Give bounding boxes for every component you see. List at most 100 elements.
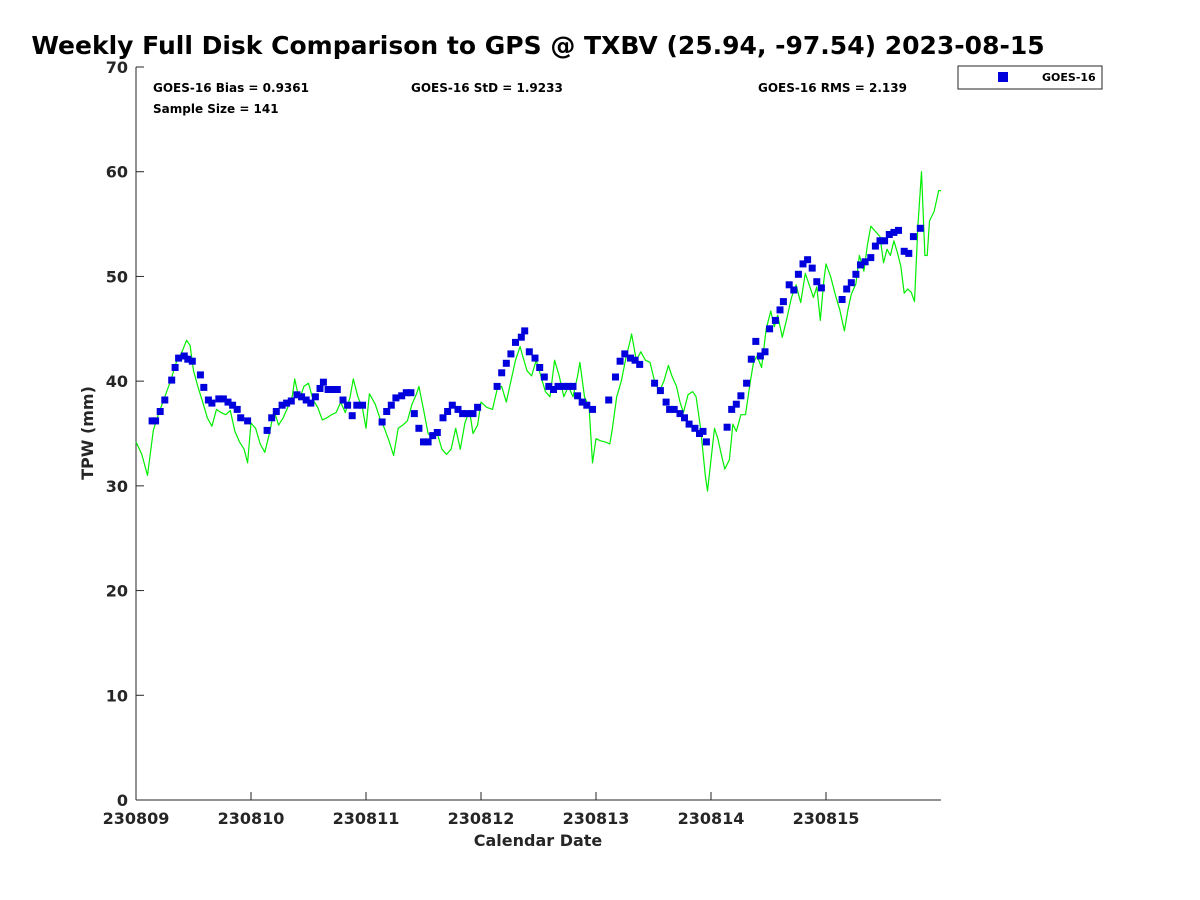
goes-16-point [616, 357, 624, 365]
goes-16-point [175, 354, 183, 362]
goes-16-point [857, 261, 864, 269]
goes-16-point [916, 224, 924, 232]
goes-16-point [666, 405, 674, 413]
goes-16-point [743, 379, 751, 387]
goes-16-point [298, 393, 306, 401]
goes-16-point [233, 405, 241, 413]
plot-area: 0 10 20 30 40 50 60 70 230809 230810 230811 230812… [103, 58, 941, 828]
goes-16-point [564, 382, 572, 390]
y-tick-label: 70 [106, 58, 128, 77]
goes-16-point [424, 438, 432, 446]
goes-16-point [550, 386, 557, 393]
goes-16-point [605, 396, 613, 404]
goes-16-point [268, 414, 276, 422]
goes-16-point [188, 357, 196, 365]
goes-16-point [867, 254, 875, 262]
goes-16-point [392, 394, 400, 402]
goes-16-point [728, 405, 736, 413]
goes-16-point [283, 399, 291, 407]
goes-16-point [656, 387, 664, 395]
goes-16-point [554, 382, 562, 390]
x-tick-label: 230813 [563, 809, 630, 828]
goes-16-point [219, 395, 227, 403]
x-tick-label: 230809 [103, 809, 170, 828]
goes-16-point [387, 401, 395, 409]
goes-16-point [208, 399, 216, 407]
goes-16-point [316, 385, 324, 392]
goes-16-point [589, 405, 596, 413]
goes-16-point [636, 360, 644, 368]
goes-16-point [813, 278, 821, 286]
goes-16-point [785, 281, 793, 289]
goes-16-point [402, 389, 410, 397]
goes-16-point [737, 392, 745, 400]
goes-16-point [531, 354, 539, 362]
goes-16-point [681, 414, 688, 422]
goes-16-point [407, 389, 415, 397]
goes-16-point [311, 393, 319, 401]
goes-16-point [329, 386, 337, 393]
y-tick-label: 50 [106, 267, 128, 286]
goes-16-point [196, 371, 204, 379]
goes-16-point [378, 418, 386, 426]
goes-16-point [307, 399, 315, 407]
goes-16-point [756, 352, 764, 360]
goes-16-point [507, 350, 515, 358]
x-tick-label: 230814 [678, 809, 745, 828]
goes-16-point [339, 396, 347, 404]
goes-16-point [420, 438, 427, 446]
goes-16-point [398, 392, 406, 400]
legend-box [957, 65, 1103, 90]
goes-16-point [359, 401, 366, 409]
goes-16-point [779, 298, 787, 306]
goes-16-point [215, 395, 223, 403]
goes-16-point [766, 325, 774, 333]
goes-16-point [676, 410, 684, 418]
x-tick-label: 230815 [793, 809, 860, 828]
goes-16-point [804, 256, 812, 264]
goes-16-point [621, 350, 629, 358]
goes-16-point [583, 401, 591, 409]
goes-16-point [662, 398, 670, 406]
goes-16-point [353, 401, 361, 409]
goes-16-point [410, 410, 418, 418]
goes-16-point [560, 382, 568, 390]
goes-16-point [433, 429, 441, 436]
goes-16-point [817, 284, 825, 292]
goes-16-point [871, 242, 879, 250]
sample-size-stat: Sample Size = 141 [153, 102, 279, 116]
goes-16-point [881, 237, 889, 245]
goes-16-point [699, 427, 707, 435]
goes-16-point [324, 386, 332, 393]
goes-16-point [540, 373, 548, 381]
y-tick-label: 40 [106, 372, 128, 391]
goes-16-point [244, 417, 252, 425]
y-ticks: 0 10 20 30 40 50 60 70 [106, 58, 144, 810]
goes-16-point [895, 226, 902, 234]
goes-16-point [184, 355, 192, 363]
x-ticks: 230809 230810 230811 230812 230813 230814 2308… [103, 792, 860, 828]
goes-16-point [348, 412, 356, 420]
y-tick-label: 0 [117, 791, 128, 810]
goes-16-point [900, 247, 908, 255]
goes-16-point [747, 355, 755, 363]
goes-16-point [808, 264, 816, 272]
goes-16-point [237, 414, 245, 422]
legend: GOES-16 [957, 65, 1103, 90]
goes-16-point [574, 392, 582, 400]
y-tick-label: 20 [106, 582, 128, 601]
goes-16-point [852, 270, 860, 278]
goes-16-point [578, 398, 586, 406]
goes-16-point [631, 356, 639, 364]
goes-16-point [454, 405, 462, 413]
y-tick-label: 10 [106, 686, 128, 705]
goes-16-point [843, 285, 851, 293]
goes-16-point [776, 306, 784, 314]
goes-16-point [278, 401, 286, 409]
goes-16-point [448, 401, 456, 409]
goes-16-point [469, 410, 477, 418]
goes-16-point [752, 337, 760, 345]
y-axis-label: TPW (mm) [78, 386, 97, 480]
goes-16-point [861, 258, 869, 266]
legend-label: GOES-16 [1042, 71, 1096, 84]
